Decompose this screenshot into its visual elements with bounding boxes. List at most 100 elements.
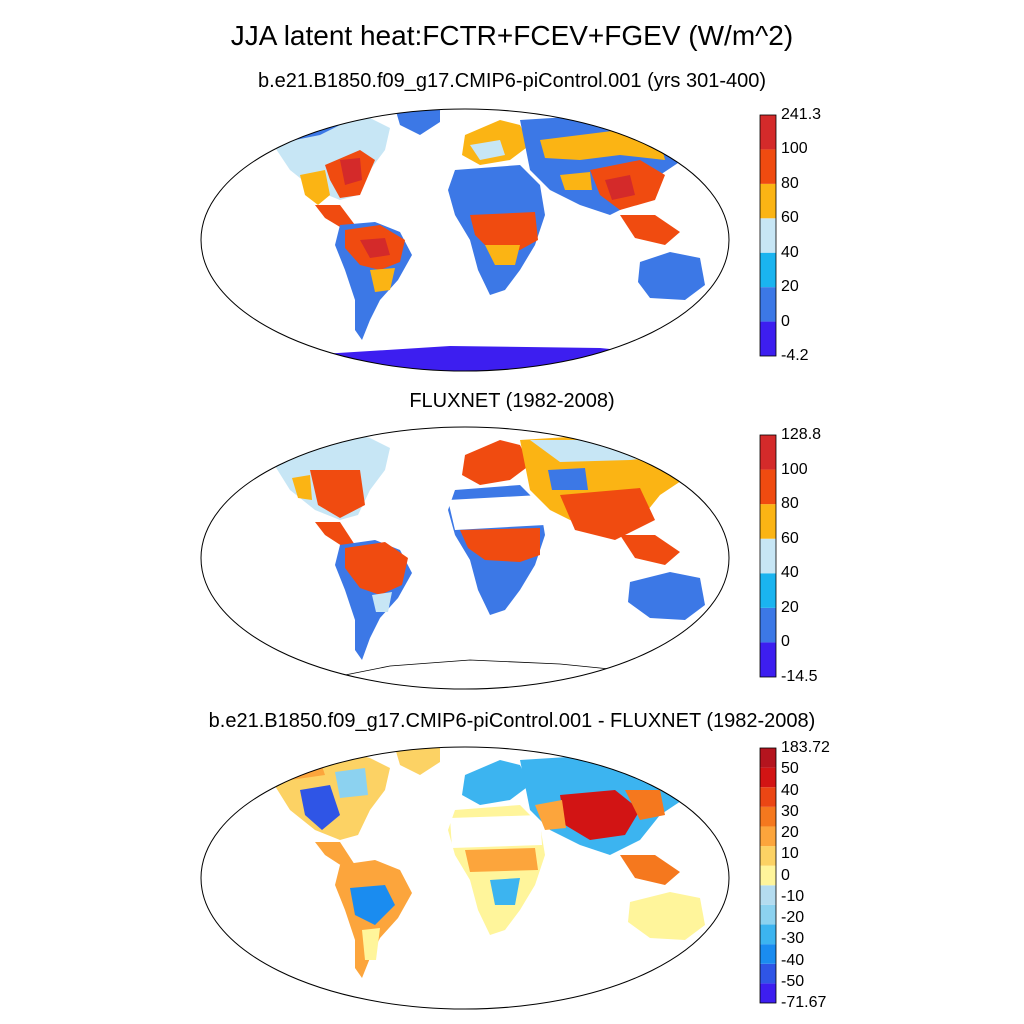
- colorbar-2-swatch-5: [760, 469, 776, 505]
- colorbar-1-label: 0: [781, 312, 790, 330]
- colorbar-1-label: 60: [781, 209, 799, 227]
- colorbar-3-label: -40: [781, 951, 805, 969]
- colorbar-3-label: 10: [781, 845, 799, 863]
- antarctica-region: [290, 346, 720, 371]
- colorbar-1-swatch-2: [760, 252, 776, 288]
- colorbar-3: [759, 747, 777, 1004]
- map-panel-2: [270, 430, 705, 687]
- colorbar-2-swatch-4: [760, 504, 776, 539]
- asia-region: [520, 435, 690, 540]
- colorbar-1-label: -4.2: [781, 347, 809, 364]
- colorbar-3-swatch-5: [760, 885, 776, 905]
- panel-1-title: b.e21.B1850.f09_g17.CMIP6-piControl.001 …: [257, 70, 767, 92]
- map-panel-3: [270, 747, 705, 978]
- colorbar-3-swatch-1: [760, 963, 776, 984]
- australia-region: [628, 572, 705, 620]
- colorbar-2: [759, 434, 777, 678]
- panel-2-title: FLUXNET (1982-2008): [409, 390, 615, 412]
- colorbar-1-frame: [759, 114, 777, 357]
- colorbar-3-frame: [759, 747, 777, 1004]
- colorbar-2-label: 100: [781, 460, 808, 478]
- colorbar-2-label: -14.5: [781, 668, 818, 685]
- colorbar-2-label: 128.8: [781, 426, 822, 443]
- north-america-region: [270, 430, 390, 520]
- panel-3-title: b.e21.B1850.f09_g17.CMIP6-piControl.001 …: [208, 710, 816, 732]
- colorbar-1-swatch-3: [760, 218, 776, 253]
- colorbar-2-swatch-0: [760, 642, 776, 677]
- colorbar-3-swatch-7: [760, 846, 776, 866]
- asia-region: [520, 115, 690, 215]
- europe-region: [462, 120, 530, 165]
- colorbar-1-label: 40: [781, 243, 799, 261]
- colorbar-1-swatch-1: [760, 287, 776, 322]
- colorbar-3-swatch-10: [760, 787, 776, 807]
- colorbar-2-frame: [759, 434, 777, 678]
- colorbar-3-label: -30: [781, 930, 805, 948]
- africa-region: [448, 485, 545, 615]
- map-1-border: [200, 108, 730, 372]
- colorbar-3-label: -20: [781, 909, 805, 926]
- colorbar-1-swatch-0: [760, 321, 776, 356]
- colorbar-3-label: -10: [781, 887, 805, 905]
- greenland-region: [395, 109, 440, 135]
- colorbar-2-swatch-1: [760, 607, 776, 643]
- colorbar-3-swatch-11: [760, 767, 776, 788]
- asia-region: [520, 755, 690, 855]
- colorbar-3-swatch-9: [760, 806, 776, 827]
- colorbar-3-swatch-6: [760, 865, 776, 886]
- europe-region: [462, 760, 530, 805]
- southeast-asia-region: [620, 855, 680, 885]
- antarctica-outline: [309, 659, 701, 687]
- africa-region: [448, 805, 545, 935]
- colorbar-3-label: 20: [781, 824, 799, 841]
- colorbar-2-label: 40: [781, 564, 799, 582]
- colorbar-3-label: -50: [781, 972, 805, 990]
- colorbar-2-label: 0: [781, 633, 790, 651]
- figure-title: JJA latent heat:FCTR+FCEV+FGEV (W/m^2): [230, 20, 794, 51]
- colorbar-2-swatch-6: [760, 435, 776, 470]
- map-2-border: [200, 426, 730, 690]
- africa-region: [448, 165, 545, 295]
- north-america-region: [270, 750, 390, 840]
- southeast-asia-region: [620, 535, 680, 565]
- colorbar-2-swatch-2: [760, 573, 776, 608]
- colorbar-3-swatch-3: [760, 924, 776, 945]
- colorbar-1-label: 20: [781, 278, 799, 296]
- colorbar-3-swatch-12: [760, 748, 776, 768]
- australia-region: [638, 252, 705, 300]
- south-america-region: [335, 222, 412, 340]
- north-america-region: [270, 110, 390, 205]
- colorbar-1: [759, 114, 777, 357]
- south-america-region: [335, 860, 412, 978]
- colorbar-3-label: 183.72: [781, 739, 830, 756]
- colorbar-2-label: 20: [781, 598, 799, 616]
- colorbar-1-swatch-6: [760, 115, 776, 150]
- colorbar-1-label: 100: [781, 140, 808, 158]
- map-panel-1: [270, 109, 720, 371]
- europe-region: [462, 440, 530, 485]
- colorbar-3-label: 30: [781, 802, 799, 820]
- colorbar-3-swatch-4: [760, 904, 776, 925]
- central-america-region: [315, 522, 355, 548]
- colorbar-1-swatch-5: [760, 149, 776, 184]
- southeast-asia-region: [620, 215, 680, 245]
- colorbar-1-swatch-4: [760, 183, 776, 219]
- colorbar-1-label: 80: [781, 174, 799, 192]
- colorbar-3-label: 40: [781, 781, 799, 799]
- colorbar-3-swatch-2: [760, 944, 776, 964]
- central-america-region: [315, 842, 355, 868]
- colorbar-2-label: 80: [781, 495, 799, 513]
- central-america-region: [315, 205, 355, 230]
- colorbar-3-swatch-0: [760, 983, 776, 1003]
- australia-region: [628, 892, 705, 940]
- colorbar-1-label: 241.3: [781, 106, 822, 123]
- colorbar-2-label: 60: [781, 529, 799, 547]
- colorbar-3-label: 0: [781, 866, 790, 884]
- greenland-region: [395, 747, 440, 775]
- south-america-region: [335, 540, 412, 660]
- map-3-border: [200, 746, 730, 1010]
- colorbar-3-label: -71.67: [781, 994, 827, 1011]
- colorbar-2-swatch-3: [760, 538, 776, 574]
- colorbar-3-swatch-8: [760, 826, 776, 847]
